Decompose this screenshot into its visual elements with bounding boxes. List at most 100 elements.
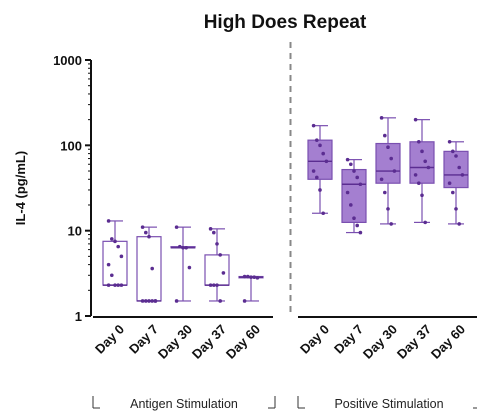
chart-title: High Does Repeat (204, 12, 367, 33)
data-point (116, 283, 120, 287)
data-point (242, 274, 247, 279)
data-point (249, 275, 253, 279)
data-point (113, 239, 117, 244)
data-point (426, 165, 431, 170)
data-point (106, 219, 111, 223)
data-point (451, 149, 455, 154)
box-0 (102, 219, 128, 287)
box-body (375, 142, 401, 184)
data-point (420, 149, 424, 154)
data-point (318, 188, 322, 192)
data-point (218, 253, 222, 257)
data-point (379, 116, 384, 120)
box-1 (136, 225, 162, 303)
box-body (204, 254, 230, 286)
box-body (409, 141, 435, 184)
box-6 (341, 157, 367, 235)
x-tick-label: Day 60 (223, 322, 263, 362)
data-point (215, 283, 219, 287)
y-tick-label: 100 (60, 138, 82, 153)
data-point (144, 230, 148, 235)
box-body (102, 240, 128, 286)
data-point (116, 244, 120, 249)
data-point (110, 273, 114, 278)
data-point (389, 222, 394, 226)
data-point (392, 169, 397, 173)
data-point (140, 225, 145, 229)
data-point (352, 216, 356, 220)
group-label: Antigen Stimulation (130, 397, 238, 411)
data-point (447, 181, 452, 185)
x-tick-label: Day 37 (394, 322, 434, 362)
data-point (140, 299, 145, 303)
data-point (246, 274, 250, 279)
box-3 (204, 227, 230, 303)
x-tick-label: Day 60 (428, 322, 468, 362)
data-point (417, 181, 421, 185)
data-point (255, 276, 260, 280)
data-point (252, 275, 256, 279)
data-point (184, 245, 188, 250)
x-tick-label: Day 0 (92, 322, 127, 357)
data-point (147, 299, 151, 303)
data-point (423, 220, 428, 225)
data-point (451, 190, 455, 195)
data-point (383, 190, 387, 195)
data-point (181, 245, 185, 250)
data-point (315, 175, 319, 180)
box-body (341, 168, 367, 223)
data-point (113, 283, 117, 287)
box-body (136, 236, 162, 302)
data-point (352, 169, 356, 173)
data-point (349, 203, 353, 207)
data-point (413, 117, 418, 122)
group-bracket-1: Positive Stimulation (297, 396, 477, 411)
data-point (119, 254, 124, 259)
data-point (324, 159, 329, 164)
data-point (144, 299, 148, 303)
data-point (345, 190, 350, 195)
data-point (212, 283, 216, 287)
group-bracket-0: Antigen Stimulation (92, 396, 276, 411)
box-2 (170, 225, 196, 303)
data-point (460, 173, 465, 177)
data-point (457, 222, 462, 226)
data-point (147, 234, 151, 239)
data-point (355, 223, 360, 228)
data-point (386, 207, 390, 211)
data-point (420, 193, 424, 198)
data-point (358, 230, 363, 235)
data-point (153, 299, 158, 303)
data-point (242, 299, 247, 303)
data-point (423, 159, 428, 164)
data-point (389, 156, 394, 161)
x-tick-label: Day 37 (189, 322, 229, 362)
data-point (215, 242, 219, 246)
data-point (150, 299, 154, 303)
data-point (318, 143, 322, 148)
data-point (218, 299, 222, 303)
data-point (187, 265, 192, 270)
box-7 (375, 116, 401, 226)
data-point (208, 227, 213, 231)
box-8 (409, 117, 435, 225)
data-point (212, 230, 216, 235)
data-point (178, 244, 182, 249)
group-label: Positive Stimulation (334, 397, 443, 411)
data-point (315, 138, 319, 142)
box-9 (443, 140, 469, 226)
data-point (349, 162, 353, 167)
x-tick-label: Day 30 (360, 322, 400, 362)
data-point (110, 237, 114, 241)
data-point (454, 207, 458, 211)
x-tick-label: Day 30 (155, 322, 195, 362)
data-point (321, 151, 326, 156)
data-point (311, 123, 316, 128)
data-point (174, 225, 179, 229)
data-point (208, 283, 213, 287)
data-point (457, 165, 462, 170)
data-point (311, 169, 316, 173)
data-point (383, 133, 387, 138)
